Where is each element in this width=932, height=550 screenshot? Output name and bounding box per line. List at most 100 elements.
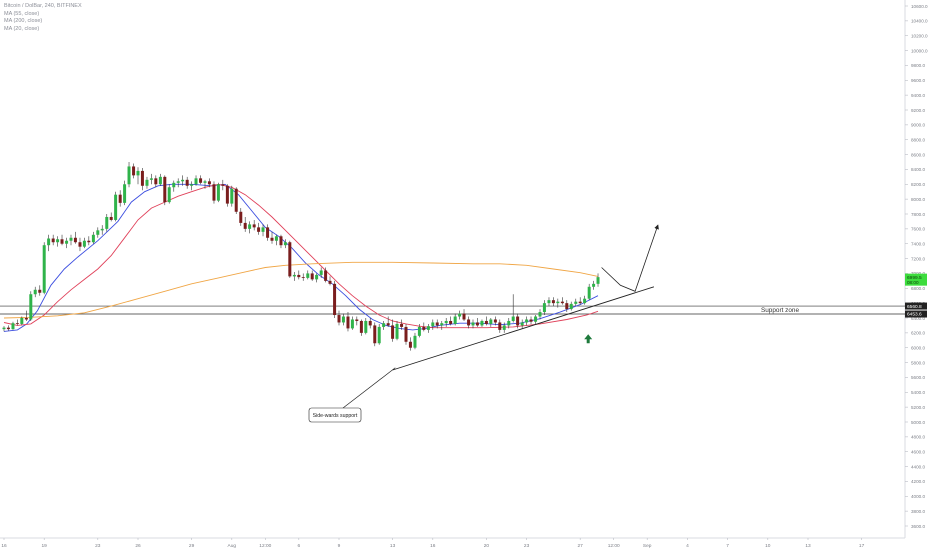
candle-body <box>453 316 457 324</box>
price-tick-label: 10600.0 <box>911 4 928 9</box>
price-tick-label: 7400.0 <box>911 242 925 247</box>
legend-ma-slow: MA (200, close) <box>4 18 43 25</box>
candle-body <box>395 323 399 339</box>
candle-body <box>426 326 430 330</box>
candle-body <box>511 316 515 321</box>
price-tick-label: 8600.0 <box>911 152 925 157</box>
candle-body <box>212 184 216 201</box>
candle-body <box>400 323 404 327</box>
time-tick-label: 20 <box>484 543 490 549</box>
price-tick-label: 9400.0 <box>911 93 925 98</box>
candle-body <box>65 240 69 244</box>
candle-body <box>538 312 542 317</box>
candle-body <box>270 237 274 241</box>
time-tick-label: 7 <box>726 543 729 549</box>
candle-body <box>20 318 24 324</box>
candle-body <box>47 238 51 246</box>
candle-body <box>565 303 569 310</box>
candle-body <box>422 326 426 330</box>
time-tick-label: 9 <box>338 543 341 549</box>
price-tick-label: 5800.0 <box>911 360 925 365</box>
price-tick-label: 6000.0 <box>911 346 925 351</box>
candle-body <box>96 230 100 235</box>
price-badge <box>905 273 927 286</box>
price-badge <box>905 302 927 310</box>
price-tick-label: 8000.0 <box>911 197 925 202</box>
price-tick-label: 9600.0 <box>911 78 925 83</box>
candle-body <box>444 320 448 324</box>
price-tick-label: 4200.0 <box>911 479 925 484</box>
candle-body <box>172 182 176 188</box>
candle-body <box>382 323 386 327</box>
candle-body <box>109 216 113 220</box>
candle-body <box>377 326 381 344</box>
label-box-text: Side-wards support <box>313 413 358 419</box>
candle-body <box>292 274 296 277</box>
label-box <box>308 407 362 423</box>
candle-body <box>328 280 332 284</box>
candle-body <box>493 319 497 323</box>
candle-body <box>489 319 493 324</box>
candle-body <box>132 166 136 176</box>
price-tick-label: 5000.0 <box>911 420 925 425</box>
time-tick-label: 16 <box>1 543 7 549</box>
candle-body <box>364 320 368 333</box>
price-tick-label: 5600.0 <box>911 375 925 380</box>
candle-body <box>525 319 529 323</box>
candle-body <box>230 188 234 204</box>
candle-body <box>127 166 131 185</box>
candle-body <box>592 283 596 287</box>
price-tick-label: 8800.0 <box>911 138 925 143</box>
candle-body <box>346 316 350 329</box>
candle-body <box>167 187 171 203</box>
candle-body <box>310 273 314 280</box>
price-badge-value: 6560.8 <box>907 304 922 310</box>
candle-body <box>234 188 238 212</box>
price-tick-label: 4400.0 <box>911 464 925 469</box>
candle-body <box>181 179 185 182</box>
candle-body <box>404 326 408 342</box>
candle-body <box>154 178 158 185</box>
legend-ma-mid: MA (20, close) <box>4 25 40 32</box>
candle-body <box>502 325 506 330</box>
price-tick-label: 9800.0 <box>911 63 925 68</box>
candle-body <box>158 176 162 185</box>
candle-body <box>11 323 15 330</box>
candle-body <box>149 178 153 180</box>
candle-body <box>408 341 412 348</box>
price-tick-label: 4800.0 <box>911 435 925 440</box>
price-badge-value: 6999.5 <box>907 275 922 281</box>
candle-body <box>301 277 305 278</box>
candle-body <box>480 320 484 326</box>
candle-body <box>221 184 225 186</box>
candle-body <box>163 176 167 203</box>
trendline-support <box>392 286 655 371</box>
candle-body <box>596 277 600 284</box>
candle-body <box>38 289 42 293</box>
candle-body <box>248 224 252 229</box>
candle-body <box>42 245 46 293</box>
price-tick-label: 5200.0 <box>911 405 925 410</box>
price-tick-label: 7800.0 <box>911 212 925 217</box>
candle-body <box>2 327 6 330</box>
candle-body <box>199 178 203 183</box>
candle-body <box>91 234 95 243</box>
candle-body <box>73 237 77 243</box>
price-tick-label: 5400.0 <box>911 390 925 395</box>
candle-body <box>542 303 546 313</box>
candle-body <box>266 227 270 238</box>
time-tick-label: 10 <box>765 543 771 549</box>
candle-body <box>87 240 91 243</box>
ma-line <box>3 183 599 329</box>
candle-body <box>359 320 363 333</box>
candle-body <box>78 242 82 247</box>
candle-body <box>136 170 140 176</box>
candle-body <box>216 184 220 201</box>
time-tick-label: 13 <box>805 543 811 549</box>
legend-symbol: Bitcoin / DolBar, 240, BITFINEX <box>4 3 82 9</box>
price-tick-label: 8200.0 <box>911 182 925 187</box>
candle-body <box>386 323 390 326</box>
price-tick-label: 3600.0 <box>911 524 925 529</box>
